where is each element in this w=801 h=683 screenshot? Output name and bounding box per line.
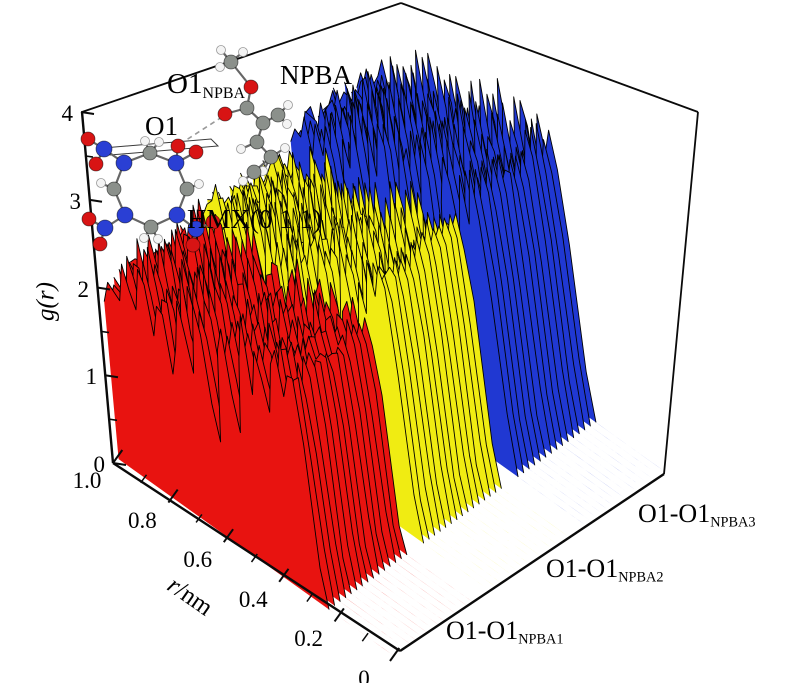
series-label-npba3-main: O1-O1 xyxy=(638,499,711,528)
atom-o xyxy=(205,214,221,230)
series-label-npba3-sub: NPBA3 xyxy=(710,514,756,531)
g-axis-tick-label: 2 xyxy=(77,276,90,302)
inset-label-o1npba: O1NPBA xyxy=(167,70,245,102)
series-label-npba1-sub: NPBA1 xyxy=(518,631,564,648)
atom-h xyxy=(154,137,164,147)
hmx-molecule xyxy=(80,131,221,253)
series-label-npba2-main: O1-O1 xyxy=(546,554,619,583)
plot-box-back-edges xyxy=(81,2,699,475)
atom-c xyxy=(142,145,158,161)
atom-c xyxy=(239,100,255,116)
inset-label-o1npba-main: O1 xyxy=(167,68,203,100)
r-axis-tick-label: 1.0 xyxy=(72,468,102,493)
atom-h xyxy=(236,144,246,154)
atom-h xyxy=(216,45,226,55)
atom-n xyxy=(95,140,113,158)
atom-c xyxy=(255,115,271,131)
atom-h xyxy=(96,178,106,188)
g-axis-tick-label: 3 xyxy=(69,188,82,214)
g-axis-title: g(r) xyxy=(32,282,60,321)
atom-c xyxy=(106,181,122,197)
g-axis-tick-label: 1 xyxy=(85,364,98,390)
atom-c xyxy=(249,134,265,150)
r-axis-tick-label: 0 xyxy=(358,666,370,683)
atom-o xyxy=(243,79,259,95)
atom-h xyxy=(238,47,248,57)
inset-label-hmx: HMX(0 1 1) xyxy=(187,204,322,234)
g-axis-tick-label: 0 xyxy=(93,452,106,477)
atom-o xyxy=(80,131,96,147)
atom-n xyxy=(115,154,133,172)
ribbon-npba1 xyxy=(103,198,474,658)
g-axis-tick-label: 4 xyxy=(61,101,74,126)
npba-molecule xyxy=(215,45,293,186)
inset-label-o1npba-sub: NPBA xyxy=(202,84,245,102)
atom-h xyxy=(238,176,248,186)
series-label-npba2-sub: NPBA2 xyxy=(618,569,664,586)
inset-molecules xyxy=(80,45,293,253)
atom-o xyxy=(217,106,233,122)
r-axis-tick-label: 0.8 xyxy=(128,507,157,533)
series-label-npba3: O1-O1NPBA3 xyxy=(638,501,756,530)
atom-o xyxy=(81,211,97,227)
atom-n xyxy=(167,154,185,172)
atom-o xyxy=(188,144,204,160)
atom-n xyxy=(116,206,134,224)
atom-n xyxy=(187,220,205,238)
atom-n xyxy=(96,219,114,237)
ribbon-slice xyxy=(104,264,396,658)
series-label-npba2: O1-O1NPBA2 xyxy=(546,556,664,585)
ribbon-slice-outline xyxy=(103,263,330,610)
atom-o xyxy=(92,236,108,252)
atom-h xyxy=(194,179,204,189)
atom-o xyxy=(88,156,104,172)
atom-c xyxy=(246,164,262,180)
r-axis-tick-label: 0.4 xyxy=(238,586,268,612)
atom-c xyxy=(143,219,159,235)
series-label-npba1: O1-O1NPBA1 xyxy=(446,618,564,647)
atom-h xyxy=(139,233,149,243)
atom-h xyxy=(153,234,163,244)
atom-n xyxy=(168,206,186,224)
atom-o xyxy=(185,237,201,253)
inset-label-o1: O1 xyxy=(145,111,178,141)
atom-c xyxy=(179,181,195,197)
atom-h xyxy=(215,62,225,72)
atom-h xyxy=(282,119,292,129)
atom-h xyxy=(283,100,293,110)
atom-h xyxy=(280,143,290,153)
atom-c xyxy=(223,54,239,70)
atom-c xyxy=(270,107,286,123)
atom-c xyxy=(263,149,279,165)
r-axis-tick-label: 0.2 xyxy=(294,626,323,652)
atom-h xyxy=(140,136,150,146)
atom-o xyxy=(170,138,186,154)
r-axis-tick-label: 0.6 xyxy=(183,547,213,573)
inset-label-npba: NPBA xyxy=(280,60,353,90)
plot-axes xyxy=(80,111,665,662)
series-label-npba1-main: O1-O1 xyxy=(446,616,519,645)
